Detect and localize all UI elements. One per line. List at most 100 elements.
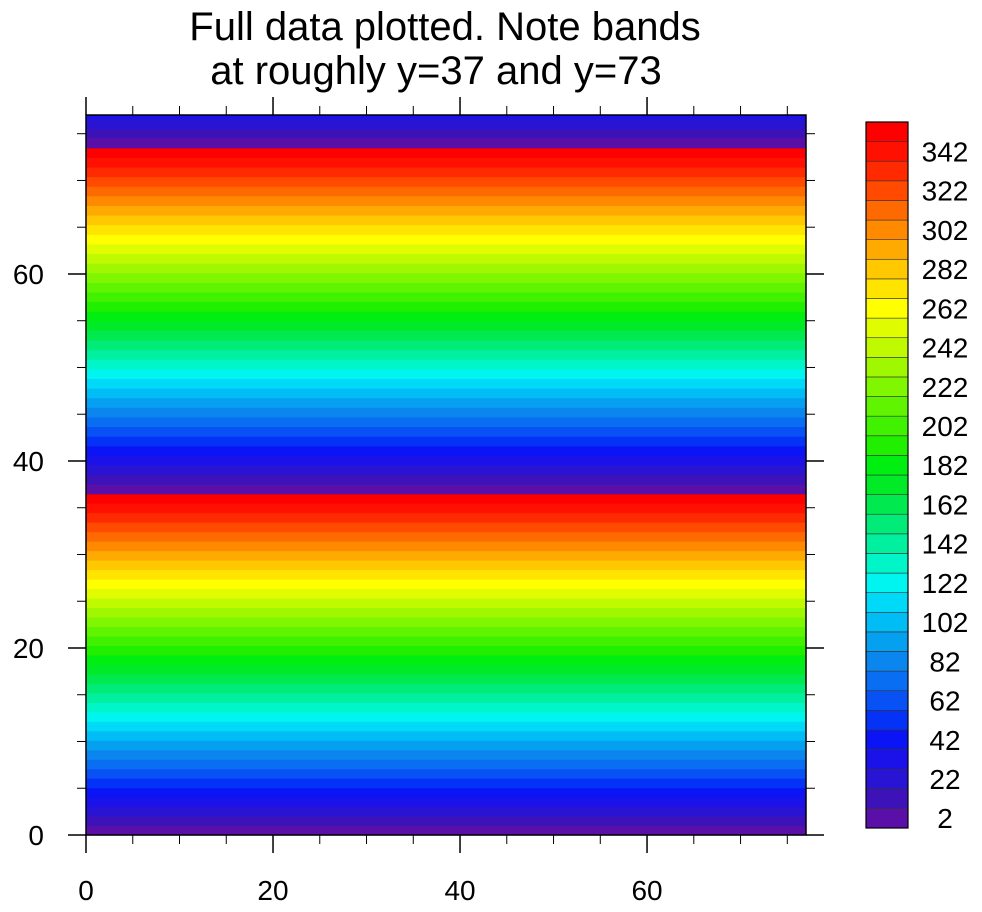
colorbar-box [865, 160, 909, 182]
colorbar-box [865, 474, 909, 495]
heatmap-band-14 [86, 692, 806, 703]
heatmap-band-23 [86, 607, 806, 618]
colorbar-box [865, 376, 909, 397]
x-tick-label: 0 [78, 875, 94, 906]
colorbar-box [865, 631, 909, 652]
heatmap-band-0 [86, 825, 806, 836]
colorbar-box [865, 788, 909, 809]
colorbar-box [865, 494, 909, 515]
colorbar-label: 282 [922, 254, 969, 285]
heatmap-band-44 [86, 407, 806, 418]
heatmap-band-60 [86, 253, 806, 264]
colorbar-box [865, 278, 909, 299]
heatmap-band-59 [86, 263, 806, 274]
heatmap-band-5 [86, 778, 806, 789]
heatmap-band-100 [86, 121, 806, 123]
x-tick-label: 20 [257, 875, 288, 906]
heatmap-band-6 [86, 768, 806, 779]
colorbar-label: 102 [922, 607, 969, 638]
heatmap-band-106 [86, 115, 806, 118]
heatmap-band-107 [86, 115, 806, 117]
colorbar-box [865, 180, 909, 201]
heatmap-band-49 [86, 359, 806, 370]
colorbar-label: 342 [922, 136, 969, 167]
heatmap-band-3 [86, 797, 806, 808]
heatmap-band-8 [86, 749, 806, 760]
colorbar-label: 2 [937, 803, 953, 834]
heatmap-band-4 [86, 787, 806, 798]
x-tick-label: 40 [444, 875, 475, 906]
colorbar-box [865, 357, 909, 378]
colorbar-box [865, 121, 909, 142]
y-tick-label: 20 [13, 633, 44, 664]
heatmap-band-74 [86, 145, 806, 147]
y-tick-label: 0 [28, 820, 44, 851]
heatmap-band-19 [86, 645, 806, 656]
heatmap-band-27 [86, 569, 806, 580]
heatmap-field [86, 115, 806, 836]
heatmap-band-32 [86, 522, 806, 533]
colorbar-box [865, 690, 909, 711]
colorbar-box [865, 553, 909, 574]
colorbar-box [865, 455, 909, 476]
heatmap-band-70 [86, 157, 806, 168]
heatmap-band-48 [86, 368, 806, 379]
heatmap-band-104 [86, 117, 806, 120]
heatmap-band-65 [86, 205, 806, 216]
heatmap-band-64 [86, 215, 806, 226]
heatmap-band-1 [86, 816, 806, 827]
heatmap-band-33 [86, 512, 806, 523]
colorbar-box [865, 513, 909, 535]
heatmap-band-38 [86, 464, 806, 476]
heatmap-band-41 [86, 436, 806, 447]
heatmap-band-51 [86, 339, 806, 351]
heatmap-band-98 [86, 123, 806, 125]
heatmap-band-89 [86, 131, 806, 133]
heatmap-band-63 [86, 224, 806, 235]
heatmap-band-13 [86, 702, 806, 713]
heatmap-band-57 [86, 282, 806, 293]
heatmap-band-7 [86, 759, 806, 770]
heatmap-band-18 [86, 654, 806, 665]
heatmap-band-71 [86, 147, 806, 158]
colorbar-box [865, 219, 909, 240]
colorbar-box [865, 651, 909, 672]
colorbar-label: 322 [922, 176, 969, 207]
colorbar-box [865, 200, 909, 221]
heatmap-band-72 [86, 146, 806, 149]
heatmap-band-35 [86, 493, 806, 504]
heatmap-band-84 [86, 135, 806, 138]
heatmap-band-28 [86, 560, 806, 571]
colorbar-box [865, 808, 909, 829]
heatmap-band-95 [86, 125, 806, 128]
heatmap-band-43 [86, 416, 806, 428]
heatmap-band-22 [86, 616, 806, 628]
heatmap-band-88 [86, 132, 806, 134]
colorbar-label: 302 [922, 215, 969, 246]
heatmap-band-96 [86, 125, 806, 127]
colorbar-label: 242 [922, 333, 969, 364]
heatmap-band-29 [86, 550, 806, 561]
heatmap-band-91 [86, 129, 806, 132]
heatmap-band-76 [86, 143, 806, 145]
heatmap-band-47 [86, 378, 806, 389]
colorbar-box [865, 298, 909, 319]
chart-title-line-1: Full data plotted. Note bands [189, 5, 700, 49]
colorbar-box [865, 749, 909, 770]
plot-frame [85, 114, 807, 836]
x-tick-label: 60 [631, 875, 662, 906]
heatmap-band-9 [86, 740, 806, 751]
heatmap-band-67 [86, 186, 806, 197]
heatmap-band-45 [86, 397, 806, 408]
heatmap-band-30 [86, 541, 806, 552]
colorbar-box [865, 572, 909, 593]
colorbar-box [865, 592, 909, 613]
heatmap-band-94 [86, 126, 806, 129]
heatmap-band-37 [86, 474, 806, 485]
colorbar-frame [865, 121, 909, 829]
heatmap-band-69 [86, 166, 806, 178]
heatmap-band-16 [86, 673, 806, 684]
axes: 0 20 40 60 0 20 40 60 [13, 97, 824, 906]
heatmap-band-103 [86, 118, 806, 121]
